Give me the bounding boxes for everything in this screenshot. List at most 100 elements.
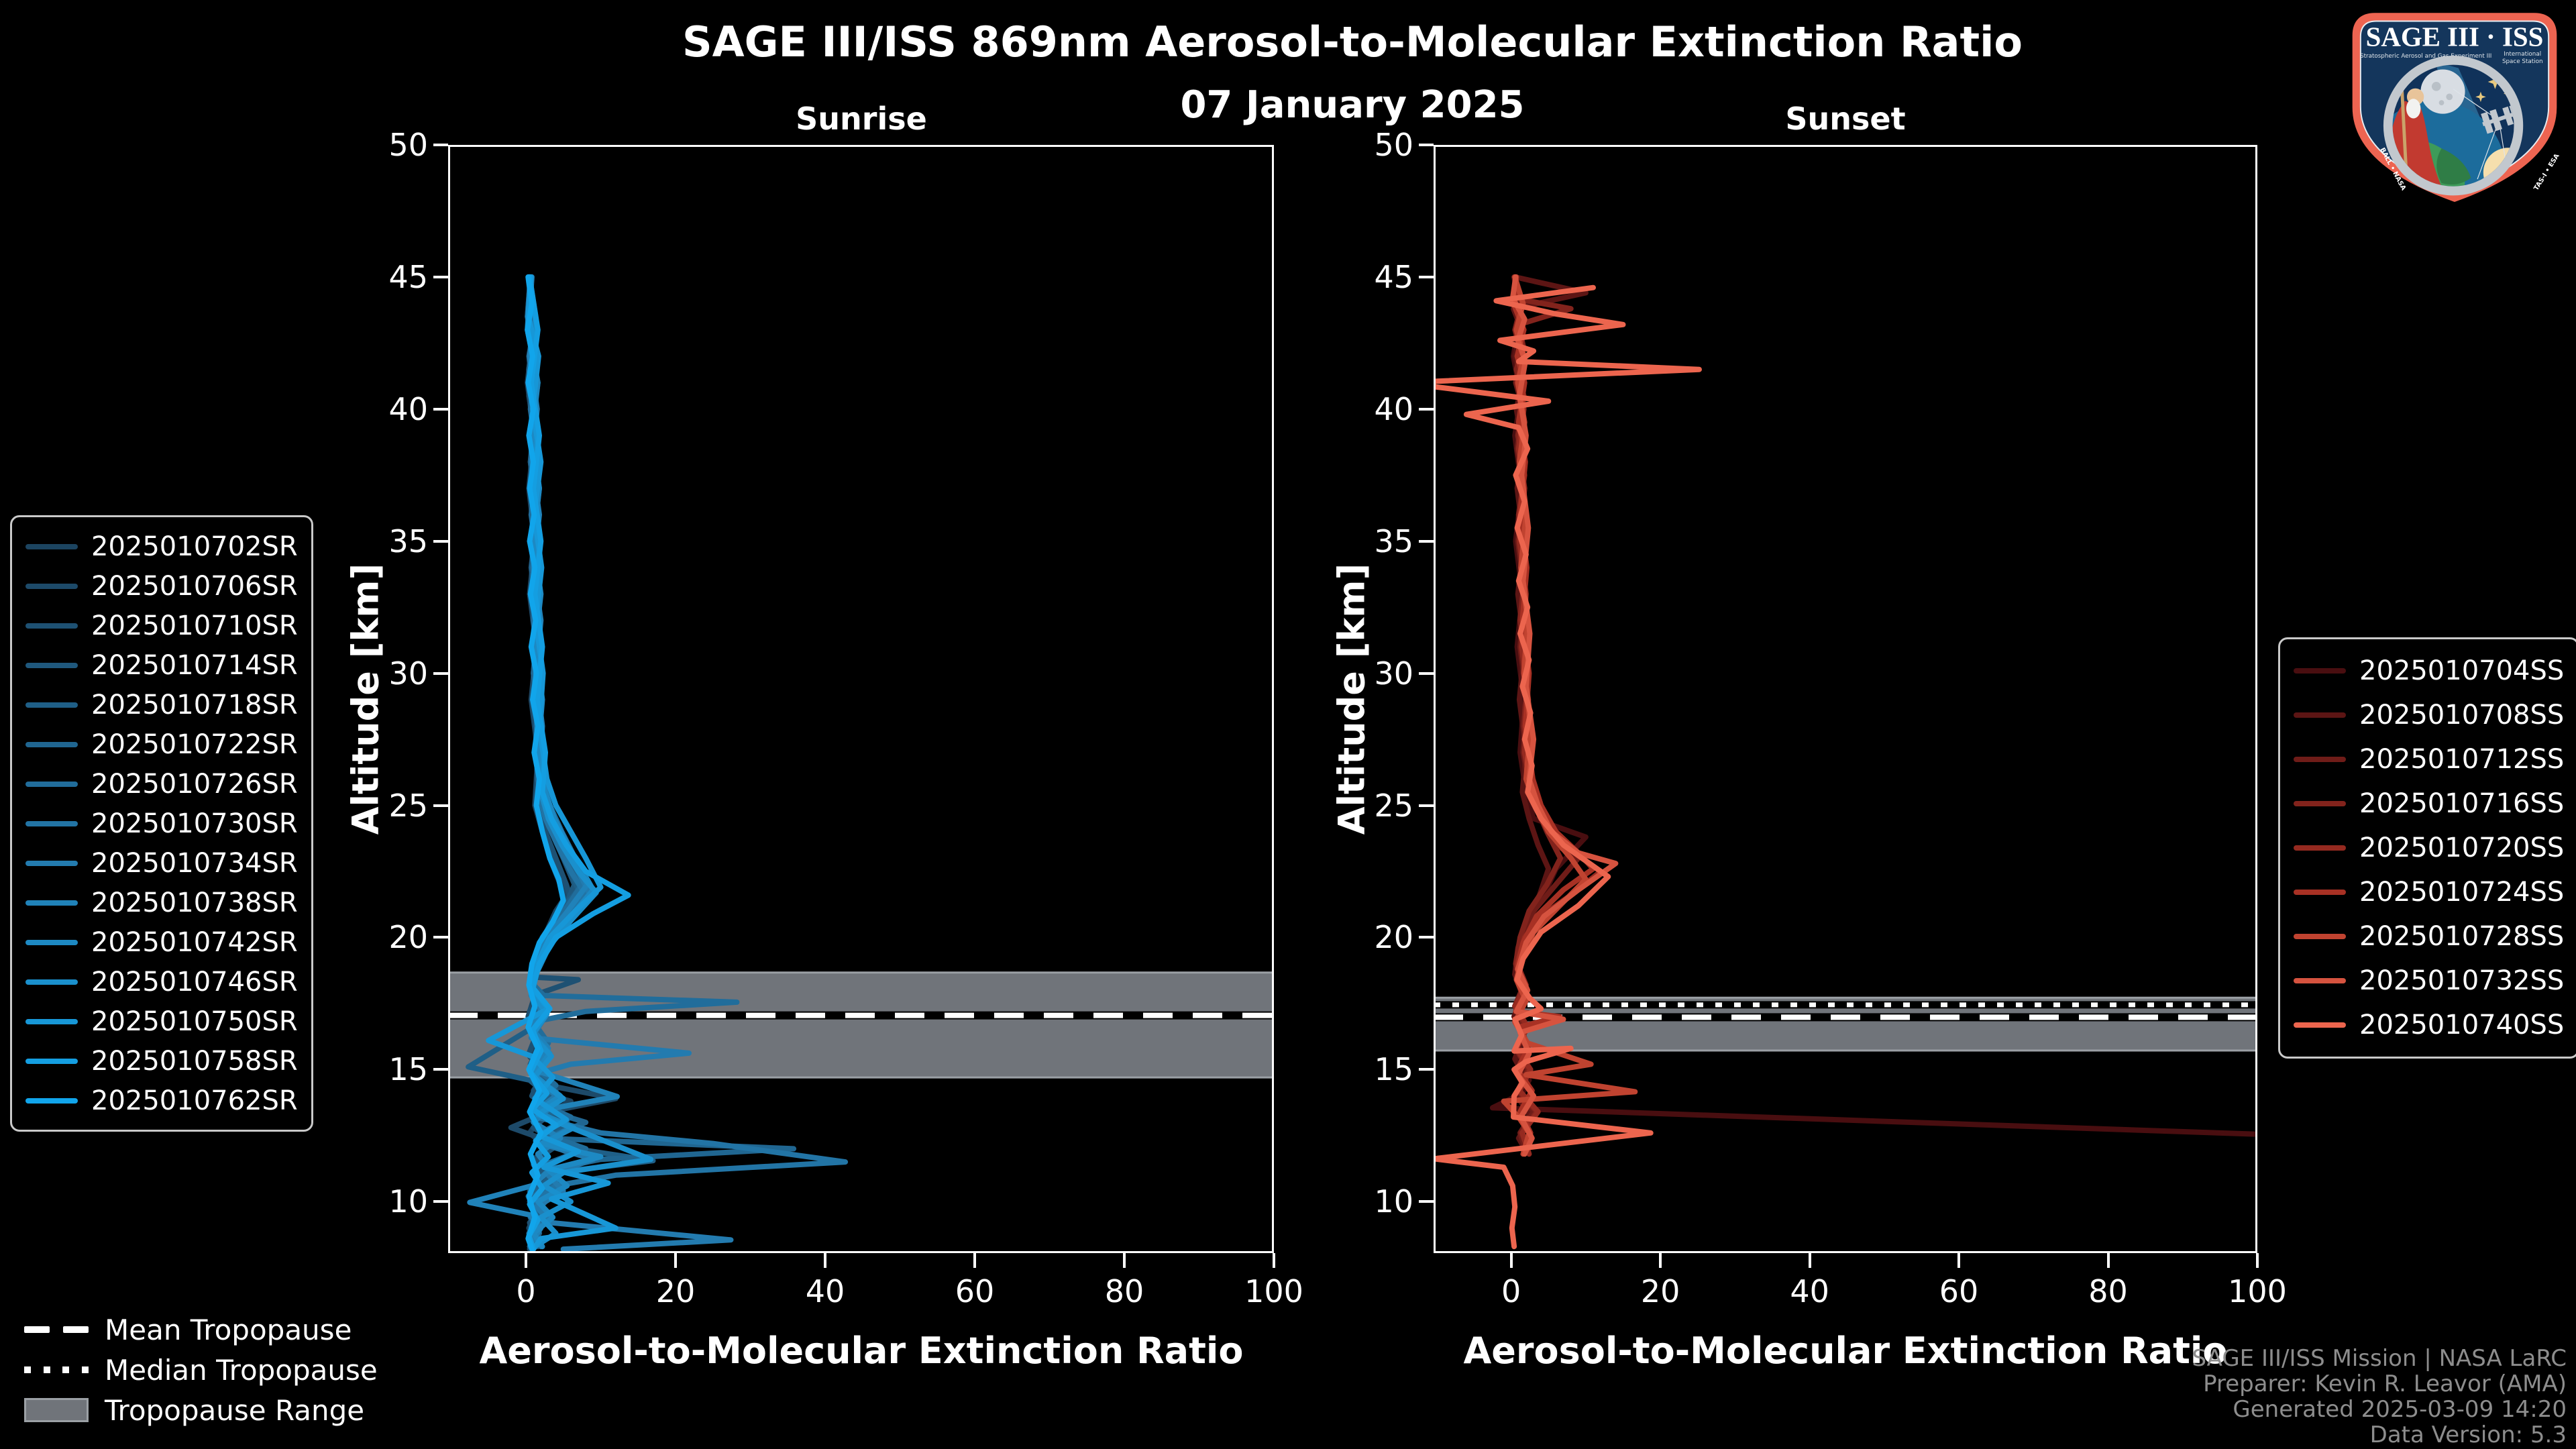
x-tick-label: 40 <box>805 1273 845 1309</box>
legend-item: 2025010732SS <box>2294 959 2564 1003</box>
x-tick <box>524 1253 527 1268</box>
logo-ring <box>2383 56 2524 196</box>
footer-credits: SAGE III/ISS Mission | NASA LaRC Prepare… <box>2192 1346 2567 1448</box>
legend-item: 2025010710SR <box>25 606 298 645</box>
legend-line-sample <box>2294 845 2346 851</box>
legend-line-sample <box>2294 801 2346 806</box>
legend-item-label: 2025010724SS <box>2359 877 2565 908</box>
legend-line-sample <box>2294 934 2346 939</box>
legend-item-label: 2025010728SS <box>2359 921 2565 952</box>
legend-line-sample <box>2294 668 2346 674</box>
x-tick-label: 0 <box>516 1273 536 1309</box>
legend-item: 2025010720SS <box>2294 826 2564 870</box>
series-line-2025010740SS <box>1434 284 1702 1250</box>
legend-item: 2025010724SS <box>2294 870 2564 914</box>
legend-item-label: 2025010720SS <box>2359 833 2565 863</box>
x-tick <box>1808 1253 1811 1268</box>
legend-line-sample <box>25 543 78 549</box>
x-tick <box>1122 1253 1126 1268</box>
logo-title: SAGE III · ISS <box>2366 21 2544 52</box>
legend-line-sample <box>25 702 78 708</box>
y-tick-label: 40 <box>1374 390 1413 427</box>
legend-item-label: 2025010712SS <box>2359 744 2565 775</box>
page-title: SAGE III/ISS 869nm Aerosol-to-Molecular … <box>682 17 2023 66</box>
legend-line-sample <box>25 741 78 747</box>
y-tick <box>433 144 448 146</box>
x-tick-label: 20 <box>655 1273 696 1309</box>
median-tropopause-dotted-sample <box>24 1366 89 1373</box>
mean-tropopause-label: Mean Tropopause <box>105 1313 352 1346</box>
tropopause-range-sample <box>24 1398 89 1422</box>
x-tick-label: 100 <box>2228 1273 2287 1309</box>
legend-item: 2025010712SS <box>2294 737 2564 782</box>
x-tick <box>1509 1253 1513 1268</box>
legend-item-label: 2025010714SR <box>91 649 298 681</box>
legend-item-label: 2025010762SR <box>91 1085 298 1116</box>
y-tick-label: 20 <box>1374 919 1413 956</box>
mean-tropopause-dashed-sample <box>24 1326 89 1333</box>
legend-line-sample <box>2294 978 2346 983</box>
y-tick-label: 35 <box>388 523 428 559</box>
tropopause-range-band <box>448 972 1274 1078</box>
axes-spine <box>448 145 1274 1253</box>
y-tick <box>433 1200 448 1203</box>
legend-item: 2025010734SR <box>25 843 298 883</box>
legend-item-label: 2025010706SR <box>91 570 298 602</box>
legend-item: 2025010708SS <box>2294 693 2564 737</box>
legend-item-label: 2025010758SR <box>91 1045 298 1077</box>
legend-item: 2025010740SS <box>2294 1003 2564 1047</box>
legend-item-label: 2025010702SR <box>91 531 298 562</box>
logo-sub-right-2: Space Station <box>2502 58 2543 65</box>
legend-item: 2025010704SS <box>2294 649 2564 693</box>
date-subtitle: 07 January 2025 <box>1180 83 1525 127</box>
x-tick-label: 100 <box>1244 1273 1303 1309</box>
y-tick-label: 10 <box>1374 1183 1413 1220</box>
legend-item-label: 2025010732SS <box>2359 965 2565 996</box>
plot-sunrise <box>448 145 1274 1253</box>
footer-mission: SAGE III/ISS Mission | NASA LaRC <box>2192 1345 2567 1372</box>
median-tropopause-entry: Median Tropopause <box>24 1350 378 1390</box>
legend-item-label: 2025010704SS <box>2359 655 2565 686</box>
x-tick <box>2106 1253 2110 1268</box>
legend-item-label: 2025010740SS <box>2359 1010 2565 1040</box>
legend-item-label: 2025010722SR <box>91 729 298 760</box>
panel-title-sunrise: Sunrise <box>796 101 927 137</box>
x-tick-label: 60 <box>1939 1273 1979 1309</box>
footer-generated: Generated 2025-03-09 14:20 <box>2233 1396 2567 1423</box>
x-tick <box>674 1253 677 1268</box>
y-tick <box>1419 144 1434 146</box>
legend-line-sample <box>25 900 78 906</box>
legend-line-sample <box>2294 890 2346 895</box>
y-tick <box>1419 1200 1434 1203</box>
legend-line-sample <box>2294 1022 2346 1028</box>
footer-preparer: Preparer: Kevin R. Leavor (AMA) <box>2203 1371 2567 1397</box>
y-tick-label: 40 <box>388 390 428 427</box>
y-tick <box>1419 407 1434 411</box>
x-tick-label: 60 <box>955 1273 995 1309</box>
y-tick-label: 30 <box>388 655 428 692</box>
legend-line-sample <box>25 1018 78 1024</box>
y-tick-label: 50 <box>388 127 428 163</box>
y-tick <box>433 1068 448 1071</box>
y-tick <box>1419 1068 1434 1071</box>
legend-item: 2025010746SR <box>25 962 298 1002</box>
y-tick-label: 15 <box>1374 1051 1413 1088</box>
legend-item: 2025010730SR <box>25 804 298 843</box>
legend-line-sample <box>2294 757 2346 762</box>
legend-item: 2025010738SR <box>25 883 298 922</box>
logo-ring-text-right: TAS-I • ESA <box>2532 152 2561 192</box>
x-tick-label: 20 <box>1640 1273 1680 1309</box>
y-tick <box>1419 672 1434 675</box>
y-tick-label: 35 <box>1374 523 1413 559</box>
mean-tropopause-entry: Mean Tropopause <box>24 1309 378 1350</box>
legend-item: 2025010702SR <box>25 527 298 566</box>
legend-item: 2025010716SS <box>2294 782 2564 826</box>
x-tick <box>973 1253 976 1268</box>
legend-item: 2025010722SR <box>25 724 298 764</box>
legend-line-sample <box>2294 712 2346 718</box>
y-tick <box>1419 936 1434 939</box>
y-tick <box>1419 539 1434 543</box>
x-tick <box>1659 1253 1662 1268</box>
tropopause-range-label: Tropopause Range <box>105 1393 365 1427</box>
